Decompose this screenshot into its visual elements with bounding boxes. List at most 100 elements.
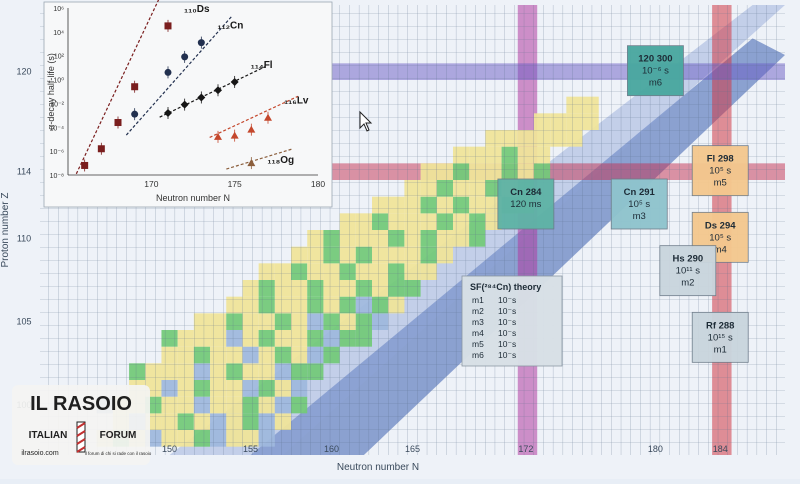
- x-tick-label: 184: [713, 444, 728, 454]
- watermark-url: ilrasoio.com: [21, 450, 59, 457]
- inset-y-tick: 10⁴: [53, 30, 64, 37]
- data-point: [181, 53, 189, 61]
- theory-box: SF(²⁸⁴Cn) theory m1 10⁻s m2 10⁻s m3 10⁻s m4 10⁻s…: [461, 275, 563, 367]
- y-tick-label: 120: [16, 67, 31, 77]
- data-point: [164, 68, 172, 76]
- axis-labels: Proton number Z Neutron number N: [0, 192, 419, 473]
- data-point: [131, 83, 139, 91]
- inset-y-tick: 10⁻⁴: [50, 125, 65, 132]
- series-fit-line: [209, 95, 299, 138]
- y-tick-label: 110: [17, 233, 31, 243]
- y-axis-label: Proton number Z: [0, 192, 11, 267]
- mouse-cursor-icon: [359, 110, 373, 132]
- watermark-tag: il forum di chi si rade con il rasoio: [85, 451, 152, 456]
- predicted-nucleus-text: Ds 294: [705, 220, 736, 231]
- predicted-nucleus-text: m3: [633, 211, 646, 222]
- data-point: [131, 110, 139, 118]
- inset-y-tick: 10⁻⁸: [50, 173, 64, 180]
- data-point: [197, 93, 206, 102]
- series-fit-line: [226, 148, 294, 170]
- x-tick-label: 172: [518, 444, 533, 454]
- series-fit-line: [125, 16, 232, 136]
- x-tick-label: 160: [324, 444, 339, 454]
- data-point: [114, 119, 122, 127]
- predicted-nucleus-text: Hs 290: [673, 254, 704, 265]
- predicted-nucleus-text: 10¹⁵ s: [708, 332, 733, 343]
- data-point: [230, 77, 239, 86]
- series-fit-line: [159, 66, 265, 118]
- plot-area: 150155160165172180184100105110114120120 …: [16, 5, 786, 455]
- data-point: [247, 125, 256, 133]
- theory-mode: m6: [472, 350, 484, 360]
- data-point: [97, 145, 105, 153]
- data-point: [247, 159, 256, 167]
- predicted-nucleus-text: 120 ms: [510, 199, 541, 210]
- predicted-nucleus-text: m1: [714, 344, 727, 355]
- predicted-nucleus-text: Cn 291: [624, 187, 656, 198]
- x-tick-label: 155: [243, 444, 258, 454]
- data-point: [230, 131, 239, 139]
- barber-pole-icon: [76, 421, 86, 453]
- watermark-line2: FORUM: [100, 430, 137, 441]
- inset-chart: 170 175 180 10⁻⁸ 10⁻⁶ 10⁻⁴ 10⁻² 10⁰ 10² 10⁴ 10⁶ Neu…: [43, 0, 333, 208]
- inset-x-tick: 180: [311, 179, 325, 189]
- predicted-nucleus-text: Rf 288: [706, 320, 735, 331]
- inset-y-label: α-decay half-life (s): [46, 53, 56, 130]
- theory-value: 10⁻s: [498, 306, 516, 316]
- inset-x-tick: 170: [144, 179, 158, 189]
- theory-value: 10⁻s: [498, 295, 516, 305]
- inset-y-tick: 10⁻²: [50, 101, 64, 108]
- series-label: ₁₁₄Fl: [251, 60, 273, 71]
- predicted-nucleus-text: Fl 298: [707, 154, 734, 165]
- predicted-nucleus-text: 10⁵ s: [709, 232, 731, 243]
- theory-mode: m3: [472, 317, 484, 327]
- predicted-nucleus-text: m6: [649, 78, 662, 89]
- predicted-nucleus-text: 10⁵ s: [709, 166, 731, 177]
- data-point: [214, 86, 222, 95]
- inset-y-tick: 10²: [54, 54, 65, 61]
- predicted-nucleus-text: 10⁻⁶ s: [642, 66, 669, 77]
- data-point: [214, 132, 222, 140]
- series-label: ₁₁₆Lv: [284, 96, 309, 107]
- theory-value: 10⁻s: [498, 328, 516, 338]
- y-tick-label: 105: [16, 317, 31, 327]
- inset-y-tick: 10⁶: [53, 6, 64, 13]
- data-point: [81, 161, 89, 169]
- predicted-nucleus-text: 10¹¹ s: [676, 266, 701, 277]
- inset-x-tick: 175: [228, 179, 242, 189]
- theory-box-title: SF(²⁸⁴Cn) theory: [470, 282, 541, 292]
- predicted-nucleus-text: 10⁵ s: [628, 199, 650, 210]
- x-tick-label: 165: [405, 444, 420, 454]
- watermark-logo: IL RASOIO ITALIAN FORUM ilrasoio.com il …: [12, 385, 152, 465]
- predicted-nucleus-text: 120 300: [638, 54, 672, 65]
- theory-mode: m5: [472, 339, 484, 349]
- inset-y-tick: 10⁰: [53, 77, 64, 85]
- y-tick-label: 114: [17, 167, 31, 177]
- inset-y-tick: 10⁻⁶: [50, 149, 64, 156]
- x-axis-label: Neutron number N: [337, 462, 419, 473]
- theory-mode: m1: [472, 295, 484, 305]
- series-label: ₁₁₀Ds: [184, 4, 210, 15]
- predicted-nucleus-text: m2: [681, 278, 694, 289]
- theory-value: 10⁻s: [498, 350, 516, 360]
- x-tick-label: 150: [162, 444, 177, 454]
- watermark-brand: IL RASOIO: [30, 393, 132, 415]
- theory-mode: m2: [472, 306, 484, 316]
- series-label: ₁₁₈Og: [267, 155, 294, 166]
- inset-x-label: Neutron number N: [156, 193, 230, 203]
- data-point: [264, 113, 272, 121]
- series-fit-line: [75, 0, 160, 175]
- predicted-nucleus-text: Cn 284: [510, 187, 542, 198]
- data-point: [180, 100, 189, 109]
- series-label: ₁₁₂Cn: [217, 21, 243, 32]
- theory-mode: m4: [472, 328, 484, 338]
- theory-value: 10⁻s: [498, 339, 516, 349]
